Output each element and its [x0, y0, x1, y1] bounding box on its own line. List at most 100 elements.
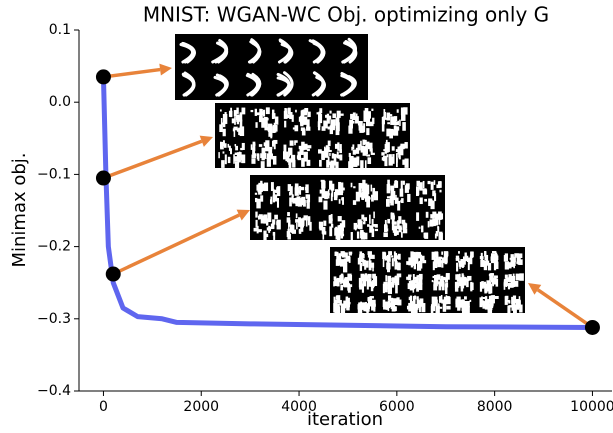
digit-pixel — [297, 155, 301, 159]
digit-pixel — [353, 186, 355, 188]
digit-pixel — [348, 284, 350, 290]
digit-pixel — [509, 305, 513, 307]
digit-pixel — [373, 212, 375, 219]
digit-pixel — [293, 127, 297, 129]
digit-pixel — [424, 233, 428, 239]
x-tick-label: 10000 — [570, 399, 613, 415]
y-tick-label: 0.0 — [49, 94, 71, 110]
digit-pixel — [434, 180, 436, 185]
digit-pixel — [288, 220, 290, 227]
digit-pixel — [421, 226, 423, 233]
digit-pixel — [432, 297, 436, 305]
digit-pixel — [274, 215, 278, 220]
digit-pixel — [360, 141, 362, 146]
digit-pixel — [325, 115, 328, 118]
digit-pixel — [459, 261, 462, 267]
digit-pixel — [303, 111, 305, 119]
digit-pixel — [399, 120, 401, 126]
digit-pixel — [273, 156, 276, 165]
digit-pixel — [235, 146, 238, 150]
chart-title: MNIST: WGAN-WC Obj. optimizing only G — [143, 3, 549, 27]
digit-pixel — [234, 117, 236, 125]
digit-pixel — [340, 144, 342, 153]
digit-pixel — [358, 261, 361, 264]
digit-pixel — [494, 254, 498, 264]
digit-pixel — [438, 261, 441, 263]
sample-image — [330, 247, 525, 316]
digit-pixel — [386, 199, 390, 207]
digit-pixel — [414, 296, 416, 300]
digit-pixel — [323, 201, 327, 210]
digit-pixel — [395, 284, 398, 294]
digit-pixel — [435, 234, 437, 239]
digit-pixel — [390, 116, 394, 125]
digit-pixel — [339, 114, 343, 116]
digit-pixel — [392, 258, 394, 266]
digit-pixel — [494, 275, 498, 278]
digit-pixel — [439, 190, 441, 193]
digit-pixel — [442, 277, 446, 280]
digit-pixel — [513, 274, 515, 278]
x-tick-label: 4000 — [281, 399, 317, 415]
digit-pixel — [295, 110, 297, 113]
digit-pixel — [332, 153, 334, 158]
digit-pixel — [299, 230, 302, 234]
digit-pixel — [309, 222, 311, 231]
digit-pixel — [328, 116, 331, 120]
digit-pixel — [436, 306, 440, 315]
digit-pixel — [255, 212, 257, 218]
digit-pixel — [481, 281, 484, 289]
digit-pixel — [304, 215, 308, 220]
digit-pixel — [423, 189, 427, 194]
digit-pixel — [268, 226, 270, 233]
digit-pixel — [289, 197, 292, 206]
digit-pixel — [219, 124, 223, 132]
digit-pixel — [365, 273, 367, 280]
digit-pixel — [423, 181, 425, 188]
digit-pixel — [407, 194, 410, 202]
digit-pixel — [307, 200, 310, 209]
digit-pixel — [306, 220, 308, 227]
digit-pixel — [218, 152, 220, 158]
digit-pixel — [341, 197, 343, 200]
digit-pixel — [341, 233, 343, 239]
digit-pixel — [254, 228, 256, 231]
digit-pixel — [505, 261, 509, 269]
digit-pixel — [441, 251, 443, 254]
digit-pixel — [359, 126, 363, 133]
digit-pixel — [398, 227, 402, 229]
digit-pixel — [287, 156, 289, 162]
y-tick-label: −0.2 — [37, 239, 71, 255]
digit-pixel — [405, 159, 409, 168]
arrow-shaft — [113, 215, 239, 274]
arrow-head — [159, 64, 172, 76]
digit-pixel — [414, 305, 417, 315]
x-tick-label: 0 — [99, 399, 108, 415]
digit-pixel — [331, 184, 335, 191]
digit-pixel — [251, 110, 254, 112]
digit-pixel — [375, 224, 378, 228]
digit-pixel — [223, 151, 225, 153]
digit-pixel — [264, 183, 268, 192]
digit-pixel — [337, 125, 339, 131]
digit-pixel — [495, 296, 499, 299]
digit-pixel — [348, 302, 351, 304]
digit-pixel — [307, 112, 310, 117]
digit-pixel — [372, 118, 374, 124]
digit-pixel — [401, 115, 405, 121]
digit-pixel — [387, 255, 391, 262]
digit-pixel — [394, 233, 397, 236]
digit-pixel — [351, 183, 353, 187]
digit-pixel — [324, 148, 328, 154]
digit-pixel — [229, 111, 232, 117]
digit-pixel — [367, 224, 370, 227]
digit-pixel — [264, 117, 268, 124]
digit-pixel — [334, 158, 336, 166]
digit-pixel — [341, 259, 344, 265]
digit-pixel — [351, 147, 353, 151]
digit-pixel — [455, 282, 459, 287]
digit-pixel — [470, 252, 474, 258]
digit-pixel — [397, 109, 399, 112]
digit-pixel — [395, 195, 397, 198]
digit-pixel — [385, 144, 388, 153]
